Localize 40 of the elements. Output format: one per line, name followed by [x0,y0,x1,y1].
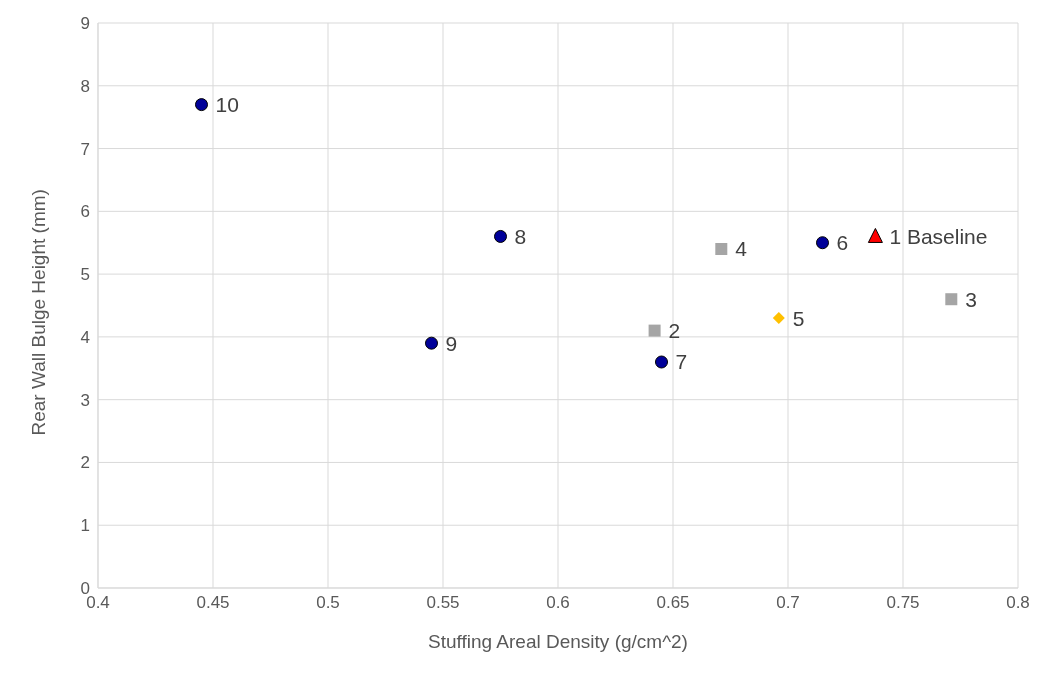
annotation: 6 [836,231,849,255]
y-tick-label: 9 [80,14,90,34]
x-tick-label: 0.65 [656,593,690,613]
point [494,229,507,243]
point [195,98,208,112]
y-tick-label: 4 [80,327,90,347]
point [945,293,958,306]
point [816,236,829,250]
annotation: 3 [965,287,977,311]
x-tick-label: 0.6 [546,593,570,613]
annotation: 2 [668,319,681,343]
y-tick-label: 5 [80,265,90,285]
point [772,312,785,325]
x-tick-label: 0.7 [776,593,800,613]
x-tick-label: 0.55 [426,593,460,613]
annotation: 7 [675,350,688,374]
x-tick-label: 0.5 [316,593,340,613]
y-tick-label: 3 [80,390,90,410]
y-tick-label: 1 [80,516,90,536]
annotation: 9 [445,331,458,355]
point [425,336,438,350]
point [715,243,728,255]
x-axis-title: Stuffing Areal Density (g/cm^2) [428,631,688,652]
annotation: 5 [792,306,805,330]
point [655,355,668,369]
y-tick-label: 8 [80,76,90,96]
annotation: 4 [735,237,748,261]
x-tick-label: 0.8 [1006,593,1030,613]
annotation: 8 [514,224,527,248]
point [648,324,661,337]
point [867,227,883,243]
annotation: 10 [215,93,239,117]
x-tick-label: 0.4 [86,593,110,613]
y-tick-label: 7 [80,139,90,159]
x-tick-label: 0.75 [886,593,920,613]
x-tick-label: 0.45 [196,593,230,613]
y-tick-label: 6 [80,202,90,222]
y-tick-label: 2 [80,453,90,473]
annotation: 1 Baseline [889,224,988,248]
y-axis-title: Rear Wall Bulge Height (mm) [27,189,49,436]
